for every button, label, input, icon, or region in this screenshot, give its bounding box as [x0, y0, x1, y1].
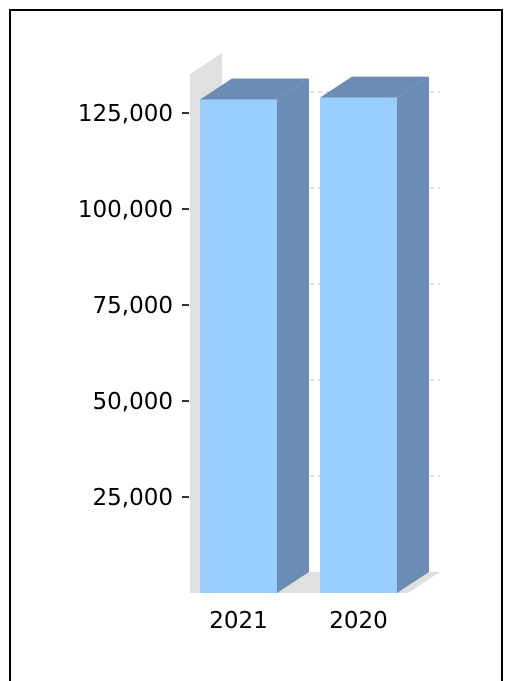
bar-front-face: [320, 97, 397, 593]
x-tick-label: 2021: [209, 608, 268, 634]
y-tick-label: 75,000: [93, 293, 173, 319]
bar: [200, 78, 309, 593]
bars: [200, 76, 429, 593]
labels: 25,000 50,000 75,000 100,000 125,000 2021 2020: [78, 101, 388, 634]
y-axis: [182, 112, 189, 498]
y-tick-label: 50,000: [93, 389, 173, 415]
y-tick-label: 100,000: [78, 197, 173, 223]
bar: [320, 76, 429, 593]
y-tick-label: 125,000: [78, 101, 173, 127]
y-tick-label: 25,000: [93, 485, 173, 511]
x-tick-label: 2020: [329, 608, 388, 634]
bar-side-face: [397, 76, 429, 593]
bar-side-face: [277, 78, 309, 593]
bar-top-face: [200, 78, 309, 100]
bar-top-face: [320, 76, 429, 98]
bar-front-face: [200, 99, 277, 593]
